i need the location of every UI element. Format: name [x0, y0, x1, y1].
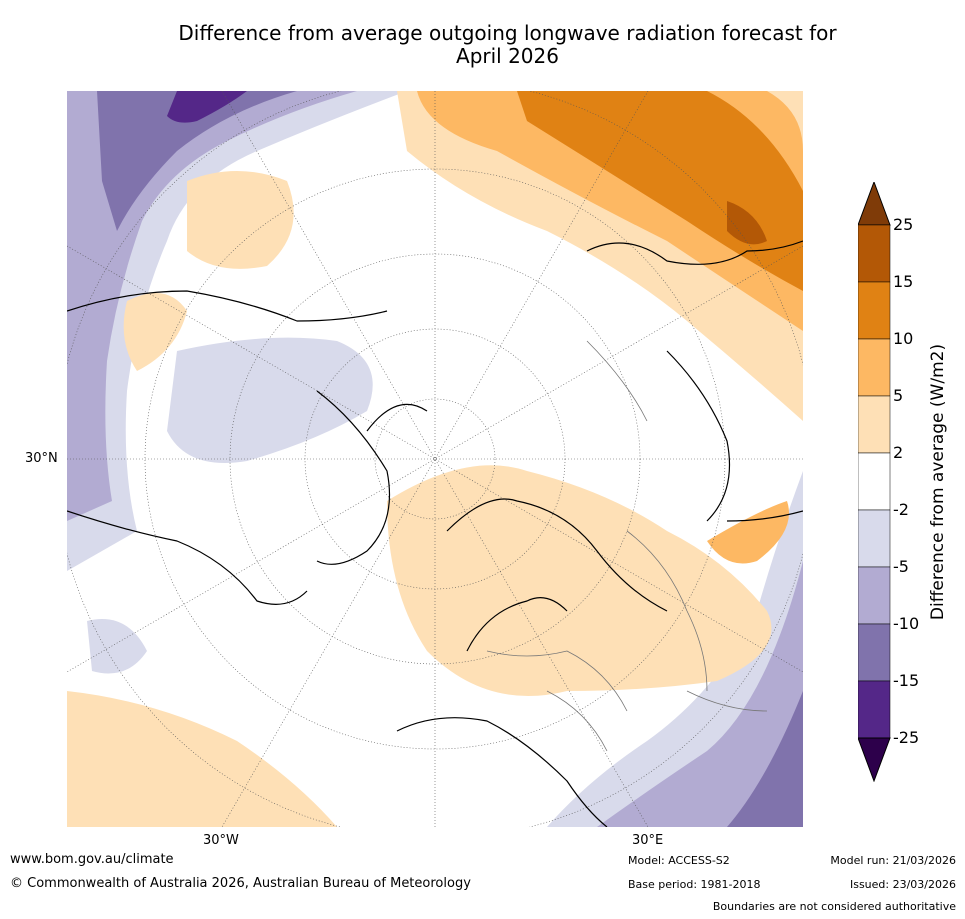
footer-base-period: Base period: 1981-2018 [628, 878, 761, 891]
lat-label-30n: 30°N [25, 451, 58, 466]
colorbar-tick-10: 10 [893, 329, 914, 348]
colorbar-tick-m25: -25 [893, 728, 920, 747]
footer-copyright: © Commonwealth of Australia 2026, Austra… [10, 876, 471, 891]
colorbar-band-m15-m10 [857, 623, 891, 682]
lon-label-30w: 30°W [203, 833, 239, 848]
graticule [67, 91, 803, 827]
colorbar-band-m25-m15 [857, 680, 891, 739]
colorbar-tick-m5: -5 [893, 557, 909, 576]
anomaly-map [67, 91, 803, 827]
footer-issued: Issued: 23/03/2026 [849, 878, 956, 891]
colorbar-band-m10-m5 [857, 566, 891, 625]
anomaly-west-light [67, 91, 407, 571]
map-title: Difference from average outgoing longwav… [150, 22, 865, 68]
colorbar-tick-15: 15 [893, 272, 914, 291]
colorbar-tick-5: 5 [893, 386, 904, 405]
anomaly-southwest-light [67, 691, 337, 827]
footer-model-run: Model run: 21/03/2026 [830, 854, 956, 867]
footer-website[interactable]: www.bom.gov.au/climate [10, 852, 174, 867]
anomaly-southeast-dark [727, 691, 803, 827]
anomaly-east-patch [707, 501, 789, 564]
anomaly-northwest-patch [187, 171, 294, 269]
colorbar-tick-m15: -15 [893, 671, 920, 690]
footer-model: Model: ACCESS-S2 [628, 854, 730, 867]
colorbar-band-15-25 [857, 224, 891, 283]
colorbar-band-10-15 [857, 281, 891, 340]
anomaly-atlantic-light [167, 337, 373, 463]
anomaly-southeast-mid [597, 561, 803, 827]
colorbar-band-m5-m2 [857, 509, 891, 568]
anomaly-eurasia-light [387, 465, 772, 696]
colorbar-tick-m10: -10 [893, 614, 920, 633]
map-canvas [67, 91, 803, 827]
country-borders [486, 340, 768, 752]
title-line-1: Difference from average outgoing longwav… [178, 21, 837, 45]
colorbar-extend-top [857, 180, 891, 226]
colorbar-band-2-5 [857, 395, 891, 454]
colorbar-svg [857, 180, 891, 783]
lon-label-30e: 30°E [632, 833, 664, 848]
colorbar-extend-bottom [857, 737, 891, 783]
colorbar-band-5-10 [857, 338, 891, 397]
footer-disclaimer: Boundaries are not considered authoritat… [712, 900, 956, 913]
anomaly-west-mid [67, 91, 357, 521]
title-line-2: April 2026 [456, 44, 559, 68]
colorbar-tick-m2: -2 [893, 500, 909, 519]
colorbar-title: Difference from average (W/m2) [928, 343, 948, 621]
colorbar-tick-2: 2 [893, 443, 904, 462]
colorbar-band-neutral [857, 452, 891, 511]
colorbar [857, 180, 898, 783]
coastlines [67, 240, 803, 827]
anomaly-west-darkest [167, 91, 247, 123]
anomaly-north-intense-orange [727, 201, 767, 245]
anomaly-west-dark [97, 91, 297, 231]
anomaly-west-patch [123, 293, 187, 371]
anomaly-pacific-light [87, 619, 147, 674]
anomaly-north-strong-orange [517, 91, 803, 291]
colorbar-tick-25: 25 [893, 215, 914, 234]
